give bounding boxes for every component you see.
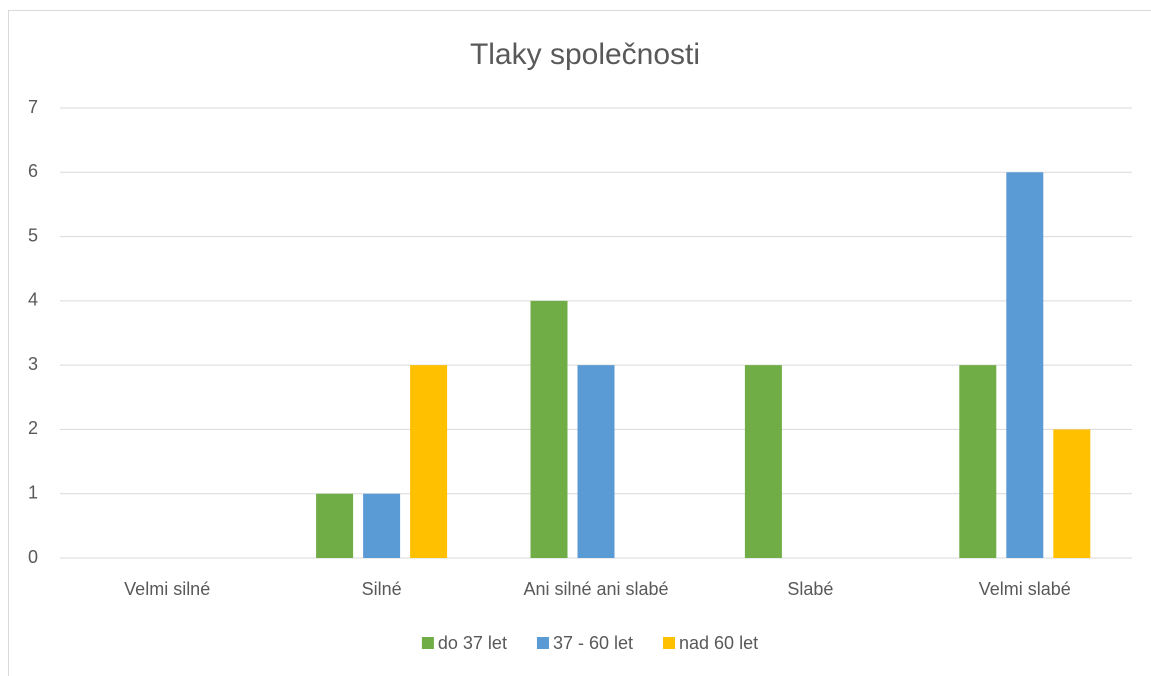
chart-frame (8, 10, 1151, 676)
y-tick-label: 4 (28, 290, 38, 310)
y-tick-label: 5 (28, 225, 38, 245)
x-tick-label: Ani silné ani slabé (523, 579, 668, 599)
bar (316, 493, 354, 558)
y-tick-label: 7 (28, 97, 38, 117)
x-tick-label: Velmi silné (124, 579, 210, 599)
y-tick-label: 6 (28, 161, 38, 181)
bar (363, 493, 401, 558)
bar (1053, 429, 1091, 558)
bar (410, 365, 448, 558)
legend-label: nad 60 let (679, 633, 758, 653)
y-tick-label: 3 (28, 354, 38, 374)
legend-swatch (536, 637, 549, 649)
legend-swatch (421, 637, 434, 649)
bar (1006, 172, 1044, 559)
bar (577, 365, 615, 558)
bar (530, 300, 568, 558)
y-tick-label: 2 (28, 418, 38, 438)
x-tick-label: Silné (362, 579, 402, 599)
bar (959, 365, 997, 558)
y-tick-label: 0 (28, 547, 38, 567)
bar (744, 365, 782, 558)
legend-label: 37 - 60 let (553, 633, 633, 653)
x-tick-label: Velmi slabé (979, 579, 1071, 599)
chart-title: Tlaky společnosti (470, 38, 700, 71)
legend-swatch (663, 637, 676, 649)
legend-label: do 37 let (438, 633, 507, 653)
x-tick-label: Slabé (787, 579, 833, 599)
y-tick-label: 1 (28, 482, 38, 502)
